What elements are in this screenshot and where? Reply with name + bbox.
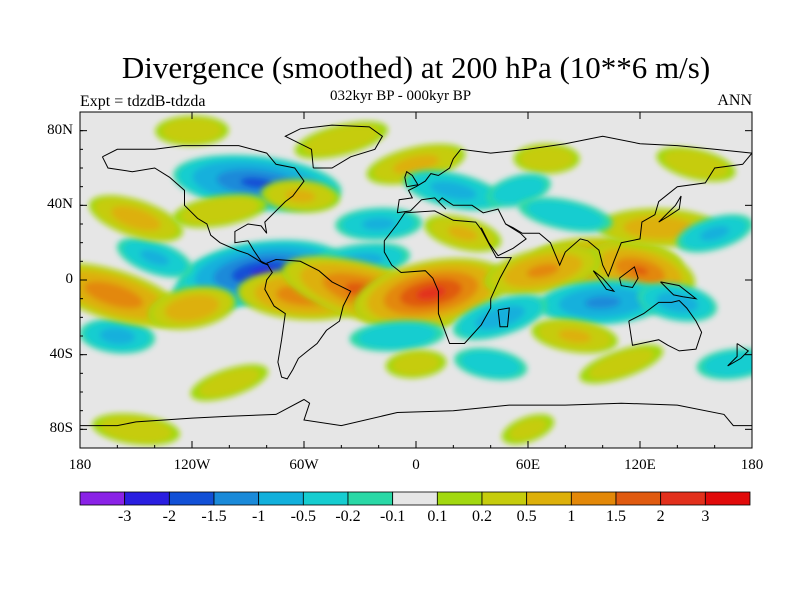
field-cell [501,414,555,445]
x-tick-label: 180 [740,457,764,473]
y-tick-label: 0 [65,271,74,287]
field-cell [385,349,447,379]
experiment-label: Expt = tdzdB-tdzda [80,93,206,110]
season-label: ANN [717,92,752,109]
field-cell [116,237,193,278]
x-tick-label: 60E [515,457,541,473]
colorbar-swatch [660,491,706,506]
colorbar-swatch [481,491,528,506]
field-cell [148,286,236,330]
field-cell [172,194,268,228]
colorbar-swatch [436,491,483,506]
coastline-uk [404,170,419,188]
field-cell [92,413,180,446]
colorbar-swatch [124,491,170,506]
field-cell [676,214,752,253]
y-tick-label: 80N [47,121,73,138]
colorbar-swatch [615,491,662,506]
colorbar-label: -0.2 [335,508,361,525]
colorbar-label: -3 [117,508,132,525]
x-tick-label: 120E [624,457,656,473]
field-cell [294,121,388,159]
field-cell [190,364,269,401]
colorbar-label: -0.1 [379,508,406,525]
x-tick-label: 0 [412,457,420,473]
colorbar [79,491,751,506]
field-cell [403,170,503,211]
field-cell [579,344,664,384]
field-cell [89,195,183,242]
coastline-japan [658,195,682,223]
colorbar-swatch [302,491,349,506]
colorbar-swatch [704,491,751,506]
colorbar-label: -1 [251,508,266,525]
field-cell [335,207,423,241]
field-cell [349,320,446,352]
coastline-madagascar [497,307,510,328]
x-tick-label: 60W [289,457,319,473]
coastline-greenland [284,124,384,169]
colorbar-swatch [392,491,438,506]
field-cell [354,258,508,329]
coastline-north-america [101,145,305,266]
colorbar-swatch [526,491,572,506]
field-cell [80,318,156,354]
colorbar-label: 3 [701,508,710,525]
field-cell [454,347,528,381]
field-cell [518,197,613,233]
field-cell [155,115,229,146]
y-tick-label: 40S [49,345,73,362]
y-tick-label: 80S [49,420,73,437]
coastline-australia [628,299,703,352]
coastline-new-zealand [727,343,750,367]
colorbar-label: 0.5 [516,508,537,525]
coastlines [80,124,752,427]
coastline-africa [383,210,513,344]
x-tick-label: 180 [68,457,92,473]
colorbar-label: 1 [567,508,576,525]
colorbar-swatch [79,491,126,506]
colorbar-swatch [347,491,394,506]
field-cell [531,318,618,354]
colorbar-label: 0.1 [427,508,448,525]
colorbar-swatch [213,491,260,506]
colorbar-swatch [570,491,617,506]
coastline-eurasia [396,135,752,278]
coastline-south-america [264,258,352,380]
coastline-arabia-gulf [480,223,527,257]
field-cell [484,245,602,296]
chart-title: Divergence (smoothed) at 200 hPa (10**6 … [121,50,711,85]
field-cell [366,143,466,185]
coastline-sumatra [592,270,616,293]
colorbar-label: 2 [656,508,665,525]
colorbar-label: 0.2 [472,508,492,525]
colorbar-swatch [168,491,215,506]
field-cell [538,279,668,325]
colorbar-label: -1.5 [201,508,227,525]
x-tick-label: 120W [173,457,211,473]
colorbar-label: 1.5 [606,508,626,525]
field-cell [424,214,502,252]
colorbar-label: -2 [162,508,176,525]
field-cell [513,143,580,174]
period-label: 032kyr BP - 000kyr BP [330,88,472,104]
coastline-borneo [619,266,639,289]
coastline-antarctica [80,398,752,427]
colorbar-label: -0.5 [290,508,316,525]
colorbar-swatch [258,491,304,506]
y-tick-label: 40N [47,196,73,213]
coastline-new-guinea [660,281,698,300]
